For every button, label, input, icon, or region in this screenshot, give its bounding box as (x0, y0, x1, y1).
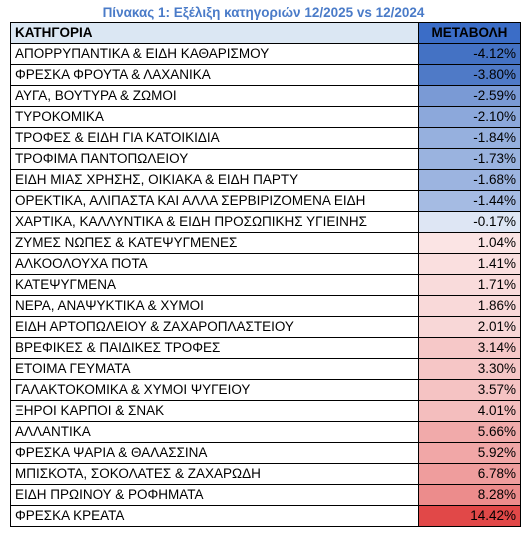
change-value-cell: 1.86% (418, 295, 521, 317)
table-row: ΚΑΤΕΨΥΓΜΕΝΑ 1.71% (10, 274, 521, 296)
change-value-cell: 8.28% (418, 484, 521, 506)
category-cell: ΕΙΔΗ ΑΡΤΟΠΩΛΕΙΟΥ & ΖΑΧΑΡΟΠΛΑΣΤΕΙΟΥ (10, 316, 419, 338)
categories-change-table: ΚΑΤΗΓΟΡΙΑ ΜΕΤΑΒΟΛΗ ΑΠΟΡΡΥΠΑΝΤΙΚΑ & ΕΙΔΗ … (10, 22, 521, 527)
change-value-cell: -2.10% (418, 106, 521, 128)
change-value-cell: 1.41% (418, 253, 521, 275)
change-value-cell: 3.14% (418, 337, 521, 359)
category-cell: ΕΤΟΙΜΑ ΓΕΥΜΑΤΑ (10, 358, 419, 380)
change-value-cell: 1.04% (418, 232, 521, 254)
category-cell: ΑΥΓΑ, ΒΟΥΤΥΡΑ & ΖΩΜΟΙ (10, 85, 419, 107)
category-cell: ΦΡΕΣΚΑ ΚΡΕΑΤΑ (10, 505, 419, 527)
category-cell: ΦΡΕΣΚΑ ΦΡΟΥΤΑ & ΛΑΧΑΝΙΚΑ (10, 64, 419, 86)
category-cell: ΓΑΛΑΚΤΟΚΟΜΙΚΑ & ΧΥΜΟΙ ΨΥΓΕΙΟΥ (10, 379, 419, 401)
change-value-cell: -4.12% (418, 43, 521, 65)
change-value-cell: 1.71% (418, 274, 521, 296)
table-row: ΓΑΛΑΚΤΟΚΟΜΙΚΑ & ΧΥΜΟΙ ΨΥΓΕΙΟΥ 3.57% (10, 379, 521, 401)
table-row: ΑΥΓΑ, ΒΟΥΤΥΡΑ & ΖΩΜΟΙ -2.59% (10, 85, 521, 107)
table-row: ΑΠΟΡΡΥΠΑΝΤΙΚΑ & ΕΙΔΗ ΚΑΘΑΡΙΣΜΟΥ -4.12% (10, 43, 521, 65)
table-row: ΑΛΚΟΟΛΟΥΧΑ ΠΟΤΑ 1.41% (10, 253, 521, 275)
change-value-cell: 4.01% (418, 400, 521, 422)
category-cell: ΤΡΟΦΙΜΑ ΠΑΝΤΟΠΩΛΕΙΟΥ (10, 148, 419, 170)
category-cell: ΝΕΡΑ, ΑΝΑΨΥΚΤΙΚΑ & ΧΥΜΟΙ (10, 295, 419, 317)
table-row: ΦΡΕΣΚΑ ΨΑΡΙΑ & ΘΑΛΑΣΣΙΝΑ 5.92% (10, 442, 521, 464)
category-cell: ΞΗΡΟΙ ΚΑΡΠΟΙ & ΣΝΑΚ (10, 400, 419, 422)
change-value-cell: 5.92% (418, 442, 521, 464)
table-row: ΦΡΕΣΚΑ ΦΡΟΥΤΑ & ΛΑΧΑΝΙΚΑ -3.80% (10, 64, 521, 86)
change-value-cell: -1.68% (418, 169, 521, 191)
change-value-cell: -2.59% (418, 85, 521, 107)
table-row: ΤΡΟΦΙΜΑ ΠΑΝΤΟΠΩΛΕΙΟΥ -1.73% (10, 148, 521, 170)
category-cell: ΤΡΟΦΕΣ & ΕΙΔΗ ΓΙΑ ΚΑΤΟΙΚΙΔΙΑ (10, 127, 419, 149)
category-cell: ΜΠΙΣΚΟΤΑ, ΣΟΚΟΛΑΤΕΣ & ΖΑΧΑΡΩΔΗ (10, 463, 419, 485)
category-cell: ΟΡΕΚΤΙΚΑ, ΑΛΙΠΑΣΤΑ ΚΑΙ ΑΛΛΑ ΣΕΡΒΙΡΙΖΟΜΕΝ… (10, 190, 419, 212)
table-row: ΤΡΟΦΕΣ & ΕΙΔΗ ΓΙΑ ΚΑΤΟΙΚΙΔΙΑ -1.84% (10, 127, 521, 149)
table-row: ΕΙΔΗ ΜΙΑΣ ΧΡΗΣΗΣ, ΟΙΚΙΑΚΑ & ΕΙΔΗ ΠΑΡΤΥ -1… (10, 169, 521, 191)
table-row: ΤΥΡΟΚΟΜΙΚΑ -2.10% (10, 106, 521, 128)
column-header-category: ΚΑΤΗΓΟΡΙΑ (10, 22, 419, 44)
change-value-cell: -0.17% (418, 211, 521, 233)
change-value-cell: 3.30% (418, 358, 521, 380)
table-row: ΒΡΕΦΙΚΕΣ & ΠΑΙΔΙΚΕΣ ΤΡΟΦΕΣ 3.14% (10, 337, 521, 359)
category-cell: ΑΠΟΡΡΥΠΑΝΤΙΚΑ & ΕΙΔΗ ΚΑΘΑΡΙΣΜΟΥ (10, 43, 419, 65)
table-header-row: ΚΑΤΗΓΟΡΙΑ ΜΕΤΑΒΟΛΗ (10, 22, 521, 44)
category-cell: ΑΛΚΟΟΛΟΥΧΑ ΠΟΤΑ (10, 253, 419, 275)
change-value-cell: -1.44% (418, 190, 521, 212)
table-row: ΦΡΕΣΚΑ ΚΡΕΑΤΑ 14.42% (10, 505, 521, 527)
category-cell: ΚΑΤΕΨΥΓΜΕΝΑ (10, 274, 419, 296)
category-cell: ΕΙΔΗ ΠΡΩΙΝΟΥ & ΡΟΦΗΜΑΤΑ (10, 484, 419, 506)
table-row: ΜΠΙΣΚΟΤΑ, ΣΟΚΟΛΑΤΕΣ & ΖΑΧΑΡΩΔΗ 6.78% (10, 463, 521, 485)
table-title: Πίνακας 1: Εξέλιξη κατηγοριών 12/2025 vs… (102, 5, 425, 20)
change-value-cell: -1.84% (418, 127, 521, 149)
table-row: ΧΑΡΤΙΚΑ, ΚΑΛΛΥΝΤΙΚΑ & ΕΙΔΗ ΠΡΟΣΩΠΙΚΗΣ ΥΓ… (10, 211, 521, 233)
column-header-change: ΜΕΤΑΒΟΛΗ (418, 22, 521, 44)
category-cell: ΒΡΕΦΙΚΕΣ & ΠΑΙΔΙΚΕΣ ΤΡΟΦΕΣ (10, 337, 419, 359)
table-row: ΕΙΔΗ ΠΡΩΙΝΟΥ & ΡΟΦΗΜΑΤΑ 8.28% (10, 484, 521, 506)
change-value-cell: 5.66% (418, 421, 521, 443)
category-cell: ΖΥΜΕΣ ΝΩΠΕΣ & ΚΑΤΕΨΥΓΜΕΝΕΣ (10, 232, 419, 254)
table-row: ΞΗΡΟΙ ΚΑΡΠΟΙ & ΣΝΑΚ 4.01% (10, 400, 521, 422)
category-cell: ΧΑΡΤΙΚΑ, ΚΑΛΛΥΝΤΙΚΑ & ΕΙΔΗ ΠΡΟΣΩΠΙΚΗΣ ΥΓ… (10, 211, 419, 233)
category-cell: ΕΙΔΗ ΜΙΑΣ ΧΡΗΣΗΣ, ΟΙΚΙΑΚΑ & ΕΙΔΗ ΠΑΡΤΥ (10, 169, 419, 191)
category-cell: ΦΡΕΣΚΑ ΨΑΡΙΑ & ΘΑΛΑΣΣΙΝΑ (10, 442, 419, 464)
change-value-cell: 2.01% (418, 316, 521, 338)
change-value-cell: -1.73% (418, 148, 521, 170)
table-row: ΖΥΜΕΣ ΝΩΠΕΣ & ΚΑΤΕΨΥΓΜΕΝΕΣ 1.04% (10, 232, 521, 254)
table-row: ΑΛΛΑΝΤΙΚΑ 5.66% (10, 421, 521, 443)
category-cell: ΑΛΛΑΝΤΙΚΑ (10, 421, 419, 443)
change-value-cell: 3.57% (418, 379, 521, 401)
table-row: ΟΡΕΚΤΙΚΑ, ΑΛΙΠΑΣΤΑ ΚΑΙ ΑΛΛΑ ΣΕΡΒΙΡΙΖΟΜΕΝ… (10, 190, 521, 212)
table-body: ΑΠΟΡΡΥΠΑΝΤΙΚΑ & ΕΙΔΗ ΚΑΘΑΡΙΣΜΟΥ -4.12% ΦΡΕ… (10, 43, 521, 527)
change-value-cell: 6.78% (418, 463, 521, 485)
table-row: ΕΙΔΗ ΑΡΤΟΠΩΛΕΙΟΥ & ΖΑΧΑΡΟΠΛΑΣΤΕΙΟΥ 2.01% (10, 316, 521, 338)
category-cell: ΤΥΡΟΚΟΜΙΚΑ (10, 106, 419, 128)
table-row: ΝΕΡΑ, ΑΝΑΨΥΚΤΙΚΑ & ΧΥΜΟΙ 1.86% (10, 295, 521, 317)
table-row: ΕΤΟΙΜΑ ΓΕΥΜΑΤΑ 3.30% (10, 358, 521, 380)
change-value-cell: -3.80% (418, 64, 521, 86)
change-value-cell: 14.42% (418, 505, 521, 527)
